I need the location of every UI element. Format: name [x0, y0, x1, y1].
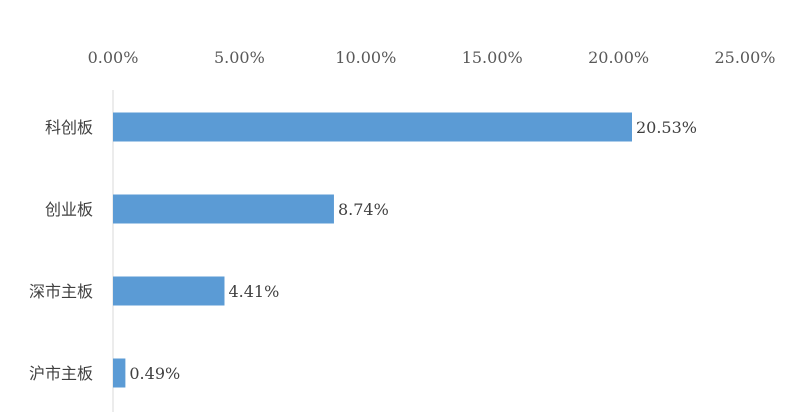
category-label: 科创板: [45, 118, 93, 137]
bars: [113, 112, 632, 388]
data-label: 0.49%: [129, 364, 180, 383]
x-tick-label: 20.00%: [588, 48, 649, 67]
bar: [113, 194, 334, 224]
category-label: 创业板: [45, 200, 93, 219]
bar: [113, 276, 225, 306]
data-label: 20.53%: [636, 118, 697, 137]
x-tick-label: 25.00%: [714, 48, 775, 67]
data-label: 4.41%: [228, 282, 279, 301]
category-label: 深市主板: [29, 282, 93, 301]
data-labels: 20.53% 8.74% 4.41% 0.49%: [129, 118, 697, 383]
category-label: 沪市主板: [29, 364, 93, 383]
bar: [113, 358, 126, 388]
bar: [113, 112, 632, 142]
data-label: 8.74%: [338, 200, 389, 219]
x-tick-label: 15.00%: [462, 48, 523, 67]
x-axis-ticks: 0.00% 5.00% 10.00% 15.00% 20.00% 25.00%: [88, 48, 776, 67]
x-tick-label: 10.00%: [335, 48, 396, 67]
x-tick-label: 0.00%: [88, 48, 139, 67]
x-tick-label: 5.00%: [214, 48, 265, 67]
